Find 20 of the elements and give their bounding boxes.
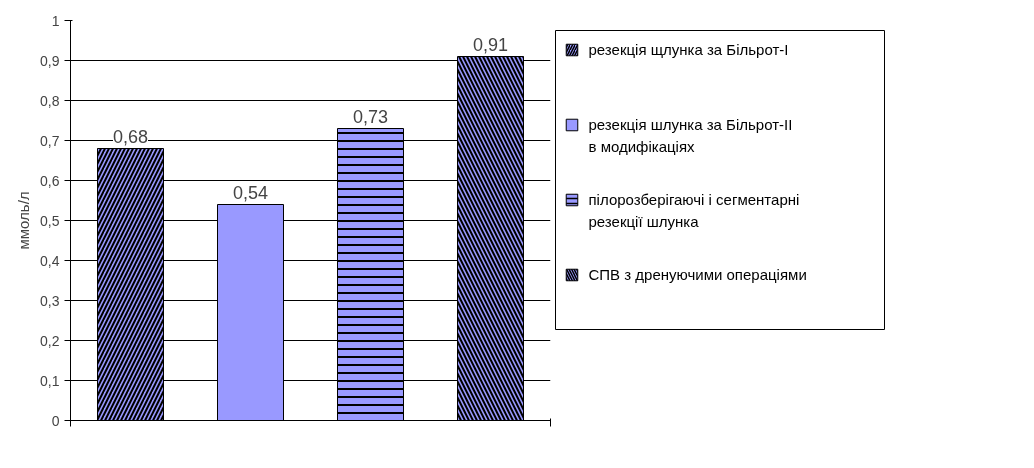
data-label: 0,73	[352, 106, 389, 127]
legend-label: резекція щлунка за Більрот-І	[588, 41, 789, 58]
y-tick-label: 0,8	[40, 92, 60, 109]
y-tick-label: 0,9	[40, 52, 60, 69]
legend-label: СПВ з дренуючими операціями	[588, 266, 807, 283]
y-tick-label: 0,3	[40, 292, 60, 309]
y-tick-label: 0,2	[40, 332, 60, 349]
y-axis-title: ммоль/л	[15, 191, 33, 250]
legend-label: пілорозберігаючі і сегментарні резекції шлунка	[588, 191, 800, 231]
data-label: 0,68	[112, 126, 149, 147]
legend-label: резекція шлунка за Більрот-ІІ в модифікаціях	[588, 116, 793, 156]
data-label: 0,91	[472, 34, 509, 55]
y-tick-label: 1	[51, 12, 60, 29]
y-tick-label: 0,1	[40, 372, 60, 389]
y-tick-label: 0,5	[40, 212, 60, 229]
y-tick-label: 0,7	[40, 132, 60, 149]
y-tick-label: 0	[51, 412, 60, 429]
y-tick-label: 0,4	[40, 252, 60, 269]
y-tick-label: 0,6	[40, 172, 60, 189]
data-label: 0,54	[232, 182, 269, 203]
